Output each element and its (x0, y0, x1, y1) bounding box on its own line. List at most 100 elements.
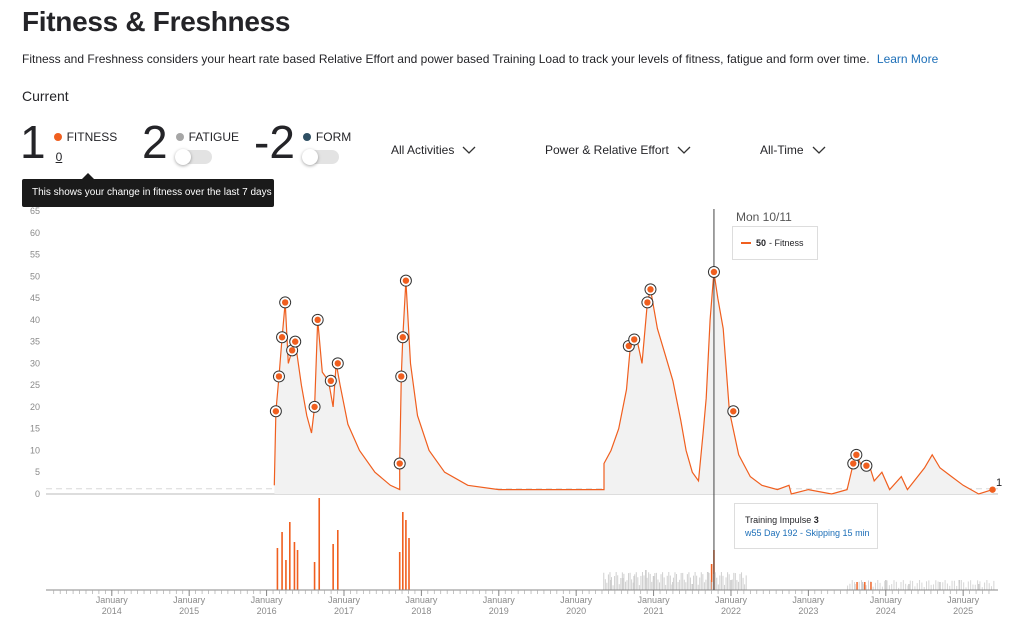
impulse-bar (728, 574, 730, 590)
impulse-bar (637, 577, 639, 590)
impulse-bar (991, 586, 993, 590)
activity-marker[interactable] (331, 357, 344, 370)
impulse-bar (908, 584, 910, 590)
impulse-bar (742, 577, 744, 590)
impulse-bar (296, 550, 299, 590)
activity-marker[interactable] (727, 405, 740, 418)
marker-dot (334, 360, 341, 367)
range-dropdown[interactable]: All-Time (760, 143, 826, 157)
impulse-bar (886, 580, 888, 590)
x-tick-month: January (715, 595, 748, 605)
impulse-activity-link[interactable]: w55 Day 192 - Skipping 15 min (745, 528, 870, 538)
activity-marker[interactable] (641, 296, 654, 309)
activity-marker[interactable] (860, 459, 873, 472)
impulse-bar (741, 572, 743, 590)
fitness-change-link[interactable]: 0 (55, 150, 63, 164)
impulse-bar (877, 580, 879, 590)
impulse-bar (902, 580, 904, 590)
impulse-bar (405, 520, 407, 590)
impulse-bar (734, 573, 736, 590)
current-fitness-end-label: 1 (996, 477, 1003, 489)
impulse-bar (633, 576, 636, 590)
marker-dot (625, 342, 633, 350)
fitness-area-fill (274, 272, 993, 494)
impulse-bar (672, 577, 674, 590)
impulse-bar (900, 581, 902, 590)
marker-dot (644, 299, 651, 306)
fitness-line (273, 271, 993, 495)
impulse-bar (972, 584, 974, 590)
impulse-bar (706, 572, 708, 590)
impulse-bar (318, 498, 321, 590)
impulse-bar (689, 577, 691, 590)
impulse-bar (717, 584, 719, 590)
activity-marker[interactable] (395, 370, 408, 383)
activity-marker[interactable] (311, 313, 324, 326)
impulse-bar (641, 572, 643, 590)
impulse-bar (660, 574, 662, 590)
impulse-bar (700, 572, 702, 590)
impulse-bar (863, 584, 865, 590)
impulse-bar (657, 579, 659, 590)
impulse-bar (674, 572, 676, 590)
impulse-bar (680, 572, 682, 590)
learn-more-link[interactable]: Learn More (876, 52, 939, 66)
impulse-bar (658, 582, 660, 590)
current-fitness-dot (989, 486, 996, 493)
impulse-bar (960, 580, 962, 590)
impulse-bar (958, 583, 960, 590)
impulse-bar (965, 587, 967, 590)
activity-marker[interactable] (399, 274, 412, 287)
activity-marker[interactable] (628, 333, 641, 346)
x-tick-year: 2016 (257, 606, 277, 616)
activity-marker[interactable] (308, 400, 321, 413)
impulse-bar (632, 582, 634, 590)
impulse-bar (926, 581, 928, 590)
marker-dot (730, 408, 737, 415)
current-label: Current (22, 88, 69, 104)
form-toggle[interactable] (301, 149, 339, 165)
activity-marker[interactable] (393, 457, 406, 470)
page-description: Fitness and Freshness considers your hea… (22, 52, 938, 66)
description-text: Fitness and Freshness considers your hea… (22, 52, 870, 66)
fatigue-toggle[interactable] (174, 149, 212, 165)
y-tick-label: 0 (35, 489, 40, 499)
impulse-bar (953, 580, 955, 590)
marker-dot (272, 408, 280, 415)
activity-marker[interactable] (850, 448, 863, 461)
activity-marker[interactable] (707, 265, 720, 278)
marker-dot (863, 462, 870, 469)
impulse-bar (640, 575, 642, 590)
activity-marker[interactable] (269, 405, 282, 418)
activity-marker[interactable] (279, 296, 292, 309)
fatigue-metric: 2 FATIGUE (142, 116, 239, 168)
activity-marker[interactable] (289, 335, 302, 348)
marker-dot (327, 377, 335, 384)
y-tick-label: 10 (30, 445, 40, 455)
impulse-bar (854, 582, 856, 590)
impulse-bar (884, 580, 887, 590)
marker-dot (710, 268, 718, 276)
activities-dropdown[interactable]: All Activities (391, 143, 476, 157)
activity-marker[interactable] (272, 370, 285, 383)
fitness-change-tooltip: This shows your change in fitness over t… (22, 173, 274, 207)
fatigue-dot-icon (175, 133, 184, 141)
measure-dropdown[interactable]: Power & Relative Effort (545, 143, 691, 157)
impulse-title-row: Training Impulse 3 (745, 514, 877, 527)
training-impulse-box: Training Impulse 3 w55 Day 192 - Skippin… (734, 503, 878, 549)
impulse-bar (612, 585, 614, 590)
impulse-bar (677, 582, 679, 590)
activity-marker[interactable] (324, 374, 337, 387)
impulse-bar (731, 579, 733, 590)
x-tick-month: January (870, 595, 903, 605)
marker-dot (402, 277, 410, 284)
activity-marker[interactable] (644, 283, 657, 296)
impulse-bar (951, 580, 953, 590)
impulse-bar (693, 575, 695, 590)
impulse-bar (669, 575, 671, 590)
marker-dot (281, 299, 289, 306)
activity-marker[interactable] (396, 331, 409, 344)
activity-markers[interactable] (269, 265, 996, 493)
activity-marker[interactable] (276, 331, 289, 344)
